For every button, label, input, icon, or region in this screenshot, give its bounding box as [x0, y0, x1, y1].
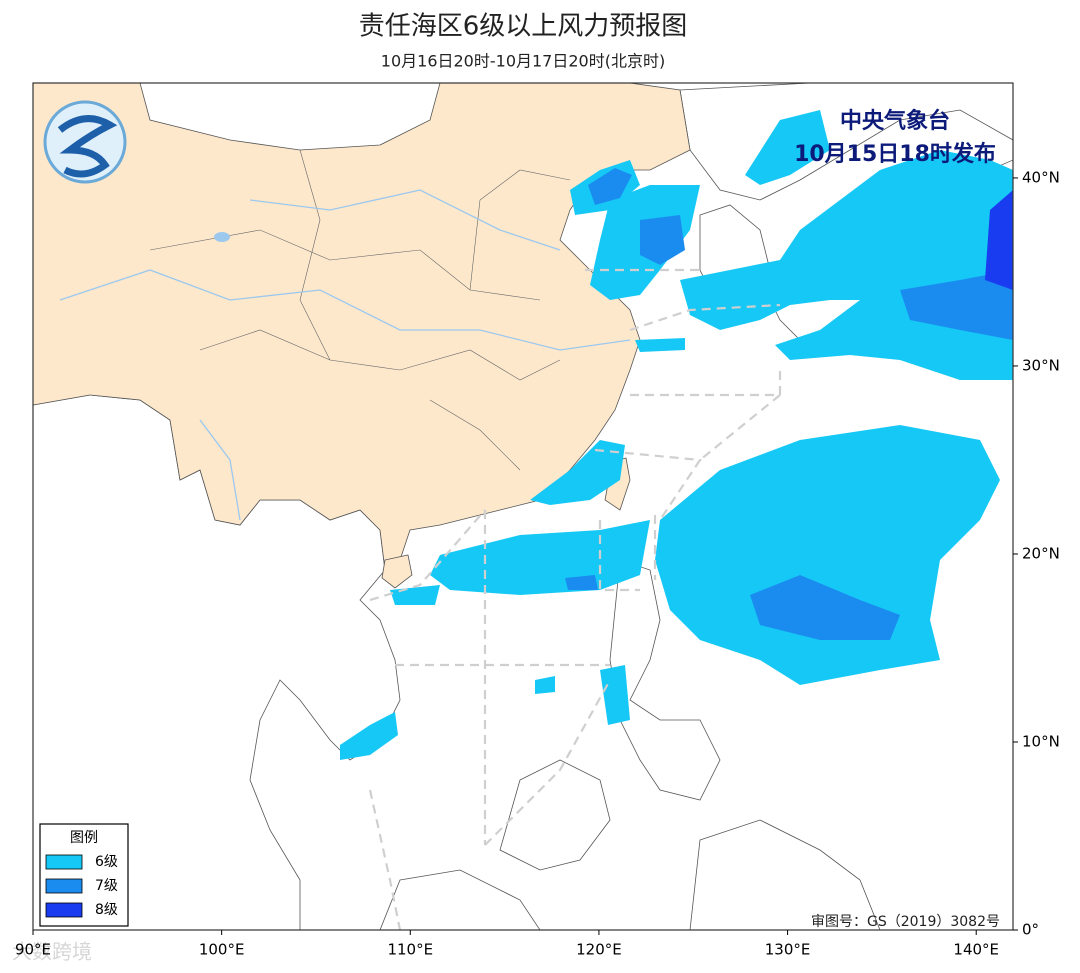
- issuer: 中央气象台: [840, 108, 950, 134]
- lon-tick-label: 140°E: [953, 941, 999, 959]
- title: 责任海区6级以上风力预报图: [359, 12, 688, 42]
- legend-label: 8级: [95, 902, 118, 918]
- legend-title: 图例: [70, 830, 98, 846]
- lat-tick-label: 40°N: [1022, 168, 1060, 186]
- wind-areas: [340, 110, 1013, 760]
- legend-label: 7级: [95, 878, 118, 894]
- legend: 图例 6级 7级 8级: [39, 823, 129, 927]
- lon-tick-label: 110°E: [387, 941, 433, 959]
- watermark: 大数跨境: [12, 940, 92, 964]
- issue-time: 10月15日18时发布: [794, 141, 996, 167]
- lat-tick-label: 20°N: [1022, 544, 1060, 562]
- lon-tick-label: 90°E: [15, 941, 51, 959]
- map-area: [33, 83, 1013, 930]
- lat-tick-label: 30°N: [1022, 356, 1060, 374]
- lon-tick-label: 130°E: [765, 941, 811, 959]
- subtitle: 10月16日20时-10月17日20时(北京时): [381, 52, 665, 71]
- legend-label: 6级: [95, 854, 118, 870]
- legend-swatch: [45, 854, 83, 870]
- lon-tick-label: 100°E: [199, 941, 245, 959]
- lon-tick-label: 120°E: [576, 941, 622, 959]
- review-number: 审图号：GS（2019）3082号: [811, 914, 1000, 930]
- legend-swatch: [45, 902, 83, 918]
- map-frame: [32, 82, 1014, 931]
- lat-tick-label: 10°N: [1022, 732, 1060, 750]
- lat-tick-label: 0°: [1022, 921, 1039, 939]
- legend-swatch: [45, 878, 83, 894]
